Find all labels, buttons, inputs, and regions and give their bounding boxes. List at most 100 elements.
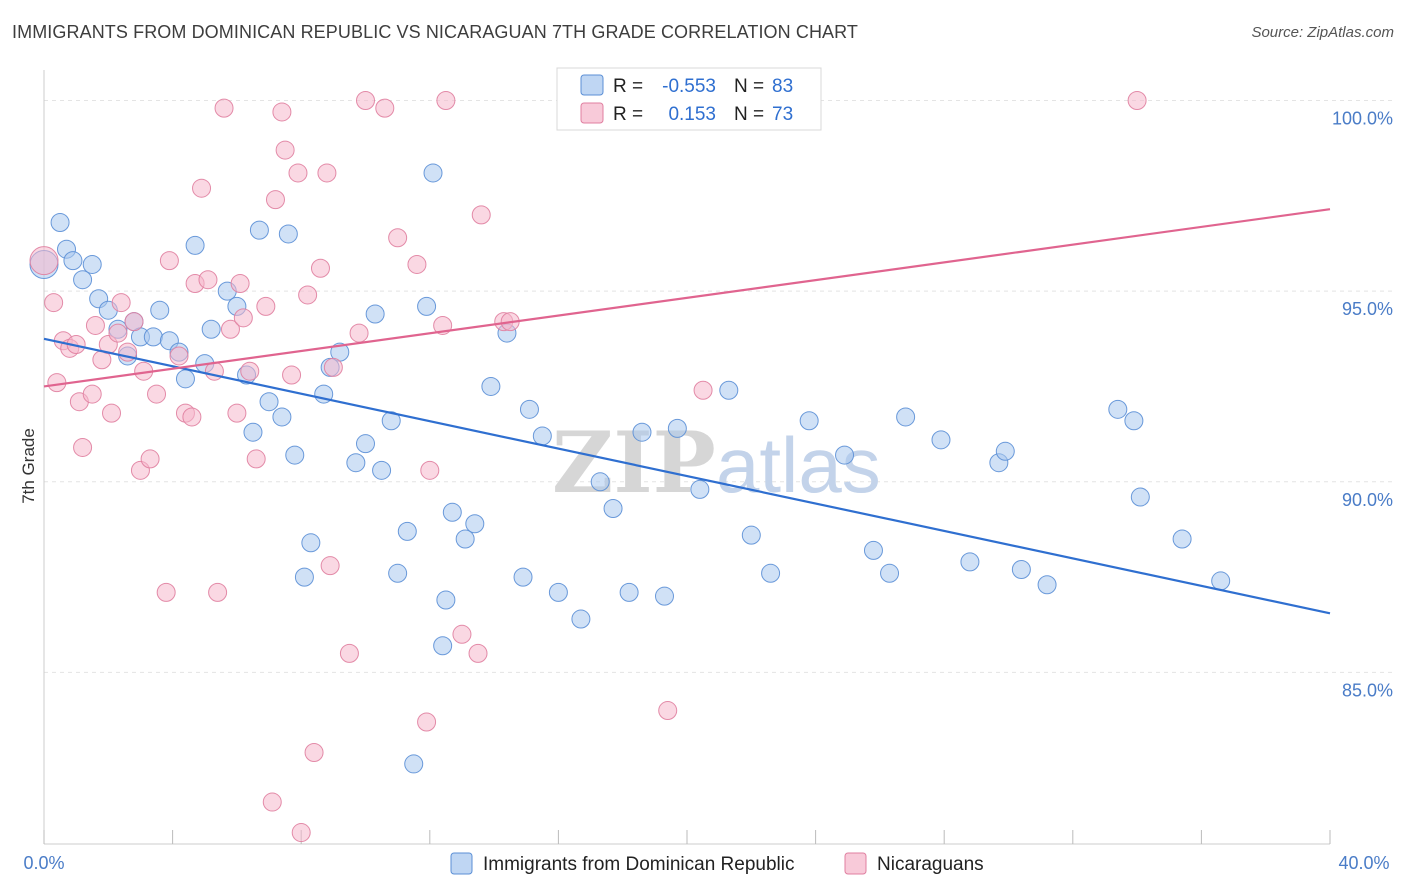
point-dominican-57 <box>603 498 623 518</box>
point-dominican-26 <box>272 407 292 427</box>
point-dominican-55 <box>571 609 591 629</box>
point-nicaraguan-25 <box>182 407 202 427</box>
point-nicaraguan-32 <box>220 319 240 339</box>
point-nicaraguan-42 <box>275 140 295 160</box>
point-nicaraguan-34 <box>230 274 250 294</box>
y-axis-label: 7th Grade <box>19 428 38 504</box>
point-nicaraguan-43 <box>282 365 302 385</box>
point-dominican-35 <box>356 434 375 454</box>
point-nicaraguan-40 <box>265 190 285 210</box>
point-dominican-72 <box>960 552 980 572</box>
point-dominican-69 <box>880 563 900 583</box>
point-nicaraguan-8 <box>82 384 102 404</box>
x-tick-label-right: 40.0% <box>1338 853 1389 873</box>
legend-n-label-dominican: N = <box>734 76 764 97</box>
point-dominican-1 <box>50 213 70 233</box>
stats-legend: R = -0.553 N = 83 R = 0.153 N = 73 <box>556 67 822 131</box>
point-nicaraguan-59 <box>420 460 440 480</box>
point-dominican-59 <box>632 422 652 442</box>
point-dominican-29 <box>294 567 314 587</box>
point-dominican-34 <box>346 453 366 473</box>
point-nicaraguan-64 <box>471 205 491 225</box>
series-legend-label-dominican: Immigrants from Dominican Republic <box>483 854 795 875</box>
point-nicaraguan-22 <box>159 251 179 271</box>
point-nicaraguan-7 <box>73 437 93 457</box>
point-dominican-39 <box>388 563 408 583</box>
x-tick-label-left: 0.0% <box>23 853 64 873</box>
point-nicaraguan-27 <box>192 178 212 198</box>
point-nicaraguan-56 <box>388 228 408 248</box>
point-dominican-23 <box>243 422 263 442</box>
point-dominican-80 <box>1172 529 1192 549</box>
trend-lines <box>43 208 1331 615</box>
y-tick-label-3: 85.0% <box>1342 680 1393 700</box>
series-legend-swatch-nicaraguan <box>844 852 867 875</box>
chart-title: IMMIGRANTS FROM DOMINICAN REPUBLIC VS NI… <box>12 22 859 42</box>
point-nicaraguan-9 <box>85 315 105 335</box>
point-dominican-40 <box>397 521 417 541</box>
point-dominican-24 <box>249 220 269 240</box>
point-dominican-47 <box>455 529 475 549</box>
point-nicaraguan-12 <box>102 403 122 423</box>
point-dominican-19 <box>201 319 221 339</box>
point-nicaraguan-52 <box>339 643 359 663</box>
data-points <box>29 87 1231 843</box>
point-dominican-79 <box>1130 487 1150 507</box>
point-dominican-58 <box>619 582 639 602</box>
point-dominican-25 <box>259 392 279 412</box>
point-dominican-77 <box>1108 399 1128 419</box>
point-nicaraguan-2 <box>47 373 67 393</box>
legend-n-label-nicaraguan: N = <box>734 104 764 125</box>
point-dominican-81 <box>1211 571 1231 591</box>
legend-swatch-nicaraguan <box>580 102 604 124</box>
point-nicaraguan-72 <box>746 526 764 544</box>
point-dominican-65 <box>761 563 781 583</box>
point-nicaraguan-71 <box>1127 91 1147 111</box>
point-dominican-44 <box>433 636 453 656</box>
y-axis-tick-labels: 100.0% 95.0% 90.0% 85.0% <box>1332 109 1393 701</box>
y-tick-label-2: 90.0% <box>1342 490 1393 510</box>
point-nicaraguan-68 <box>693 380 713 400</box>
gridlines <box>44 100 1395 673</box>
legend-r-value-nicaraguan: 0.153 <box>668 104 716 125</box>
point-nicaraguan-49 <box>317 163 337 183</box>
point-dominican-54 <box>548 582 568 602</box>
point-nicaraguan-53 <box>349 323 369 343</box>
point-nicaraguan-23 <box>169 346 189 366</box>
point-nicaraguan-36 <box>240 361 260 381</box>
point-dominican-70 <box>896 407 916 427</box>
point-nicaraguan-50 <box>320 556 340 576</box>
point-dominican-51 <box>513 567 533 587</box>
point-nicaraguan-41 <box>272 102 292 122</box>
point-nicaraguan-21 <box>156 582 176 602</box>
point-nicaraguan-48 <box>310 258 330 278</box>
point-dominican-62 <box>690 479 710 499</box>
point-nicaraguan-63 <box>468 643 488 663</box>
point-nicaraguan-37 <box>246 449 266 469</box>
legend-swatch-dominican <box>580 74 604 96</box>
point-dominican-18 <box>185 235 205 255</box>
point-dominican-42 <box>417 296 437 316</box>
point-dominican-76 <box>1037 575 1057 595</box>
series-legend-swatch-dominican <box>450 852 473 875</box>
source-label: Source: ZipAtlas.com <box>1251 24 1394 41</box>
point-nicaraguan-16 <box>124 312 144 332</box>
point-nicaraguan-51 <box>323 357 343 377</box>
legend-n-value-nicaraguan: 73 <box>772 104 793 125</box>
point-nicaraguan-13 <box>108 323 128 343</box>
x-axis-ticks <box>43 830 1331 844</box>
point-nicaraguan-54 <box>356 91 375 111</box>
point-dominican-12 <box>143 327 163 347</box>
point-dominican-68 <box>863 540 883 560</box>
point-dominican-16 <box>175 369 195 389</box>
legend-r-label-nicaraguan: R = <box>613 104 643 125</box>
point-dominican-66 <box>799 411 819 431</box>
point-nicaraguan-38 <box>256 296 276 316</box>
point-dominican-49 <box>481 376 501 396</box>
point-dominican-36 <box>365 304 385 324</box>
point-nicaraguan-46 <box>298 285 318 305</box>
point-dominican-30 <box>301 533 321 553</box>
point-nicaraguan-57 <box>407 254 427 274</box>
point-dominican-64 <box>741 525 761 545</box>
